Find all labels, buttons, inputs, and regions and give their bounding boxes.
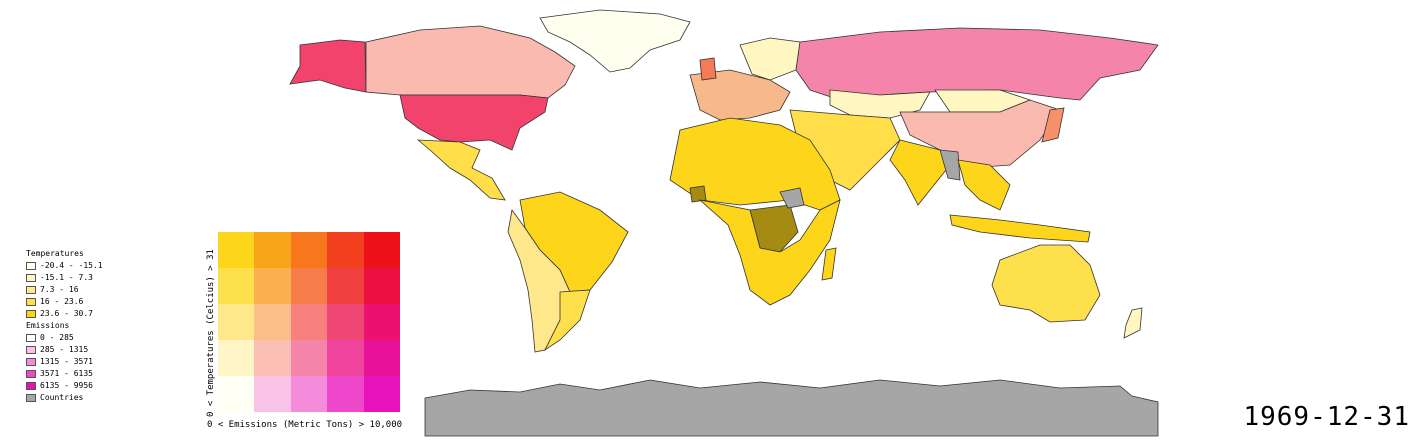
matrix-cell [363, 304, 400, 340]
country-canada[interactable] [365, 25, 576, 99]
legend-swatch [26, 286, 36, 294]
matrix-cell [218, 232, 255, 268]
legend-label: 7.3 - 16 [40, 285, 79, 294]
country-australia[interactable] [991, 244, 1101, 323]
legend-swatch [26, 298, 36, 306]
legend-swatch [26, 346, 36, 354]
legend-label: -15.1 - 7.3 [40, 273, 93, 282]
legend-label: 0 - 285 [40, 333, 74, 342]
country-madagascar[interactable] [821, 247, 837, 281]
matrix-cell [363, 340, 400, 376]
legend-label: 285 - 1315 [40, 345, 89, 354]
legend-label: 6135 - 9956 [40, 381, 93, 390]
matrix-y-axis-label: 0 < Temperatures (Celcius) > 31 [206, 249, 216, 417]
map-legend: Temperatures -20.4 - -15.1 -15.1 - 7.3 7… [26, 248, 103, 404]
country-western-europe[interactable] [689, 69, 791, 121]
matrix-cell [254, 340, 291, 376]
country-south-sudan[interactable] [779, 187, 805, 209]
legend-temp-item: 23.6 - 30.7 [26, 308, 103, 320]
legend-emission-item: 0 - 285 [26, 332, 103, 344]
legend-label: 1315 - 3571 [40, 357, 93, 366]
legend-temperatures-title: Temperatures [26, 249, 84, 258]
matrix-cell [218, 268, 255, 304]
matrix-cell [218, 376, 255, 412]
country-indonesia[interactable] [949, 214, 1091, 243]
country-se-asia[interactable] [957, 159, 1011, 211]
matrix-cell [290, 340, 328, 376]
matrix-cell [327, 340, 364, 376]
matrix-cell [218, 304, 255, 340]
legend-swatch [26, 262, 36, 270]
matrix-cell [327, 376, 364, 412]
matrix-cell [290, 232, 328, 268]
legend-temp-item: -15.1 - 7.3 [26, 272, 103, 284]
legend-swatch [26, 274, 36, 282]
legend-emission-item: 285 - 1315 [26, 344, 103, 356]
country-argentina[interactable] [543, 289, 591, 352]
country-usa[interactable] [399, 94, 549, 151]
matrix-cell [254, 304, 291, 340]
legend-swatch [26, 334, 36, 342]
legend-label: 3571 - 6135 [40, 369, 93, 378]
legend-temp-item: 7.3 - 16 [26, 284, 103, 296]
matrix-cell [363, 232, 400, 268]
legend-label: 16 - 23.6 [40, 297, 84, 306]
matrix-cell [254, 232, 291, 268]
legend-temp-item: -20.4 - -15.1 [26, 260, 103, 272]
bivariate-color-matrix [218, 232, 400, 412]
country-new-zealand[interactable] [1123, 307, 1143, 339]
matrix-cell [363, 268, 400, 304]
matrix-cell [327, 232, 364, 268]
legend-swatch [26, 358, 36, 366]
country-mexico[interactable] [416, 139, 506, 201]
legend-emission-item: 3571 - 6135 [26, 368, 103, 380]
country-greenland[interactable] [539, 9, 691, 73]
matrix-cell [363, 376, 400, 412]
country-usa-alaska[interactable] [289, 39, 367, 93]
matrix-cell [290, 304, 328, 340]
legend-label: Countries [40, 393, 84, 402]
country-japan[interactable] [1041, 107, 1065, 143]
matrix-cell [327, 304, 364, 340]
legend-temp-item: 16 - 23.6 [26, 296, 103, 308]
legend-label: -20.4 - -15.1 [40, 261, 103, 270]
country-china[interactable] [899, 99, 1061, 169]
country-sierra-leone[interactable] [689, 185, 707, 203]
legend-emission-item: 6135 - 9956 [26, 380, 103, 392]
legend-countries-item: Countries [26, 392, 103, 404]
country-uk[interactable] [699, 57, 717, 81]
matrix-cell [218, 340, 255, 376]
legend-swatch [26, 310, 36, 318]
legend-swatch [26, 382, 36, 390]
matrix-cell [290, 376, 328, 412]
country-antarctica[interactable] [424, 379, 1159, 437]
country-central-south-africa[interactable] [698, 199, 841, 306]
date-label: 1969-12-31 [1243, 402, 1410, 432]
legend-emissions-title: Emissions [26, 321, 70, 330]
country-scandinavia[interactable] [739, 37, 801, 81]
matrix-cell [327, 268, 364, 304]
matrix-x-axis-label: 0 < Emissions (Metric Tons) > 10,000 [207, 420, 403, 430]
legend-emission-item: 1315 - 3571 [26, 356, 103, 368]
legend-swatch [26, 394, 36, 402]
matrix-cell [254, 376, 291, 412]
country-russia[interactable] [795, 27, 1159, 101]
matrix-cell [290, 268, 328, 304]
legend-label: 23.6 - 30.7 [40, 309, 93, 318]
matrix-cell [254, 268, 291, 304]
legend-swatch [26, 370, 36, 378]
country-myanmar[interactable] [939, 149, 961, 181]
